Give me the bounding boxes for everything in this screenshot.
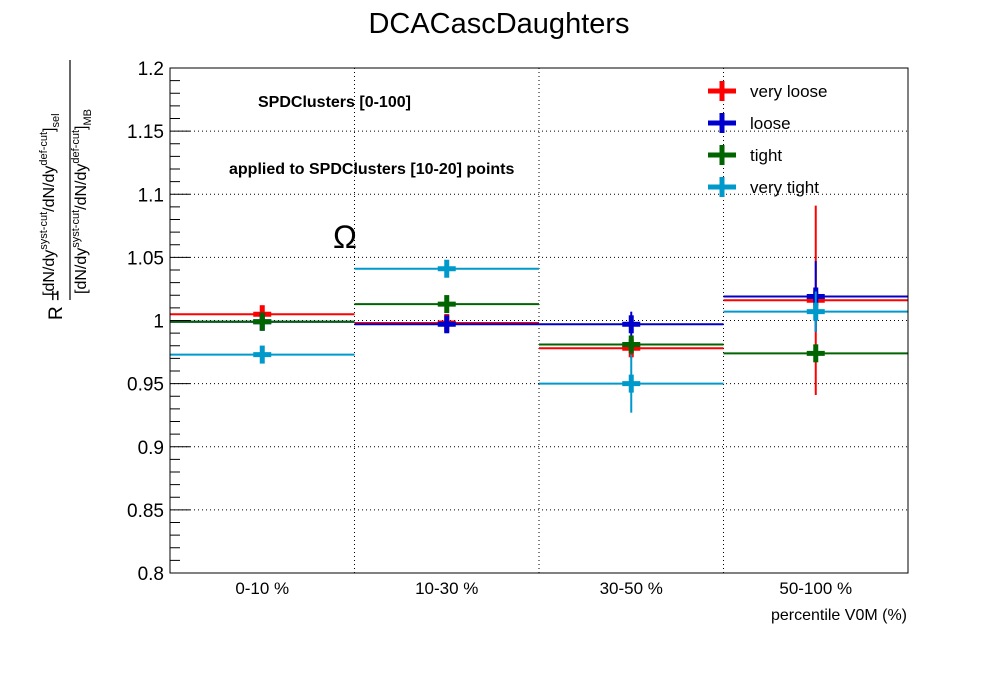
x-tick-label: 0-10 % <box>235 579 289 598</box>
ylabel-den-dndy-2: dN/dy <box>73 164 90 206</box>
y-tick-label: 0.9 <box>138 438 164 459</box>
ylabel-den-def: def-cut <box>70 130 82 164</box>
legend-label: loose <box>750 114 791 133</box>
legend-label: very tight <box>750 178 819 197</box>
x-tick-label: 50-100 % <box>779 579 852 598</box>
ylabel-num-sel: sel <box>50 113 62 127</box>
data-point <box>539 354 724 413</box>
y-tick-label: 0.85 <box>127 501 164 522</box>
ylabel-den-mb: MB <box>82 109 94 126</box>
legend-label: tight <box>750 146 782 165</box>
legend-item: very tight <box>708 177 819 197</box>
data-point <box>539 311 724 337</box>
series-tight <box>170 295 908 363</box>
y-tick-label: 1 <box>153 312 164 333</box>
legend: very loose loose tight very tight <box>708 81 827 197</box>
x-tick-label: 10-30 % <box>415 579 478 598</box>
data-point <box>170 345 355 364</box>
data-point <box>354 259 539 278</box>
y-tick-label: 1.1 <box>138 185 164 206</box>
axes: 0.8 0.85 0.9 0.95 1 1.05 1.1 1.15 1.2 0-10 % 10-30… <box>127 59 852 598</box>
y-tick-label: 1.15 <box>127 122 164 143</box>
ylabel-den-slash: / <box>73 205 90 210</box>
data-point <box>723 291 908 332</box>
svg-text:[dN/dysyst-cut/dN/dydef-cut]se: [dN/dysyst-cut/dN/dydef-cut]sel <box>38 113 62 296</box>
data-point <box>354 295 539 314</box>
data-point <box>723 344 908 363</box>
ylabel-den-close: ] <box>73 126 90 130</box>
ylabel-den-open: [ <box>73 289 90 294</box>
ylabel-num-syst: syst-cut <box>38 212 50 250</box>
annotation-applied: applied to SPDClusters [10-20] points <box>229 161 514 178</box>
svg-text:R =: R = <box>46 290 67 320</box>
legend-item: tight <box>708 145 782 165</box>
ylabel-num-def: def-cut <box>38 132 50 166</box>
ylabel-num-dndy-1: dN/dy <box>41 250 58 292</box>
y-tick-label: 1.05 <box>127 248 164 269</box>
y-tick-label: 1.2 <box>138 59 164 80</box>
ylabel-den-dndy-1: dN/dy <box>73 248 90 290</box>
y-tick-label: 0.95 <box>127 375 164 396</box>
annotation-omega: Ω <box>333 219 357 255</box>
data-point <box>539 335 724 354</box>
ylabel-den-syst: syst-cut <box>70 210 82 248</box>
y-tick-label: 0.8 <box>138 564 164 585</box>
ylabel-num-close: ] <box>41 128 58 132</box>
legend-item: very loose <box>708 81 827 101</box>
series-layer <box>170 205 908 413</box>
ylabel-num-dndy-2: dN/dy <box>41 166 58 208</box>
ylabel-prefix: R = <box>46 290 67 320</box>
x-tick-label: 30-50 % <box>600 579 663 598</box>
ylabel-num-slash: / <box>41 207 58 212</box>
data-point <box>170 312 355 331</box>
legend-label: very loose <box>750 82 827 101</box>
y-axis-label: R = [dN/dysyst-cut/dN/dydef-cut]sel [dN/… <box>38 60 94 320</box>
legend-item: loose <box>708 113 791 133</box>
x-axis-label: percentile V0M (%) <box>771 607 907 624</box>
chart-title: DCACascDaughters <box>368 8 629 40</box>
series-very-tight <box>170 259 908 413</box>
grid <box>170 68 908 573</box>
ylabel-num-open: [ <box>41 291 58 296</box>
data-point <box>354 315 539 334</box>
svg-text:[dN/dysyst-cut/dN/dydef-cut]MB: [dN/dysyst-cut/dN/dydef-cut]MB <box>70 109 94 294</box>
annotation-spdclusters: SPDClusters [0-100] <box>258 94 411 111</box>
